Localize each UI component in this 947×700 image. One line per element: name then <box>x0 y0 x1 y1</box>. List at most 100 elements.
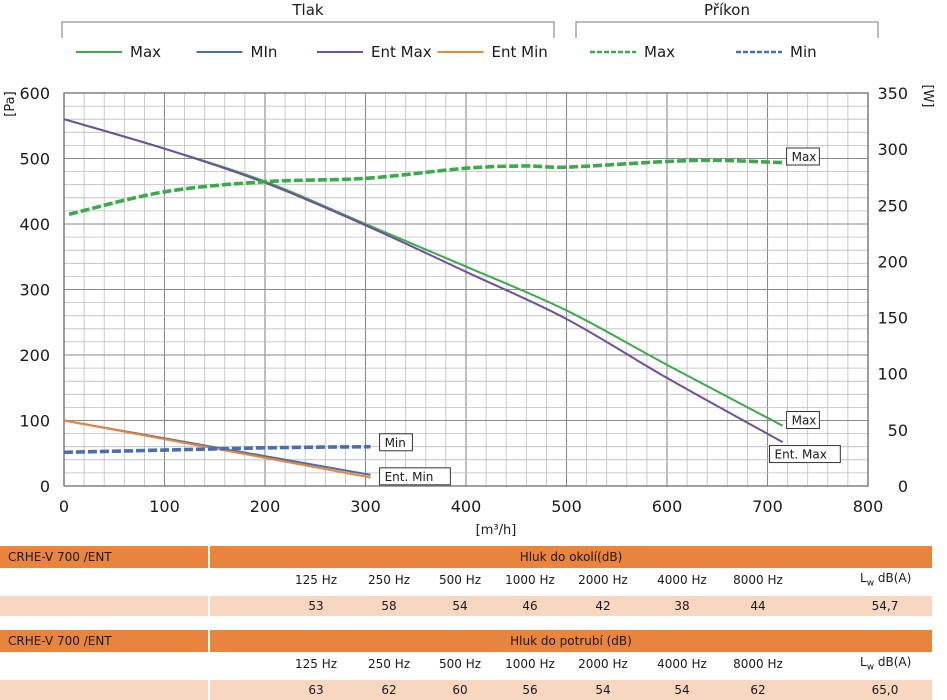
lw-unit: dB(A) <box>874 571 912 585</box>
annotation-box <box>769 445 841 464</box>
frequency-label: 500 Hz <box>438 657 482 671</box>
annotation-label: Max <box>792 414 817 428</box>
x-tick-label: 600 <box>652 497 683 516</box>
table-header-row: CRHE-V 700 /ENT Hluk do okolí(dB) <box>0 546 932 568</box>
model-name: CRHE-V 700 /ENT <box>8 550 112 564</box>
y-right-tick-label: 150 <box>877 309 908 328</box>
y-right-tick-label: 350 <box>877 84 908 103</box>
y-right-tick-label: 300 <box>877 140 908 159</box>
y-left-tick-label: 400 <box>19 215 50 234</box>
legend-entry: Ent Min <box>492 43 548 61</box>
chart-grid <box>63 92 869 487</box>
annotation-box <box>379 467 451 486</box>
y-left-tick-label: 600 <box>19 84 50 103</box>
noise-value: 63 <box>308 683 324 697</box>
chart-axes: 0 100 200 300 400 500 600 700 800010020030040050… <box>3 84 935 538</box>
lw-subscript: w <box>866 662 875 673</box>
y-left-tick-label: 0 <box>40 477 50 496</box>
noise-value: 56 <box>522 683 538 697</box>
noise-value: 62 <box>750 683 766 697</box>
x-tick-label: 100 <box>149 497 180 516</box>
noise-value: 44 <box>750 599 766 613</box>
legend-entry: Ent Max <box>371 43 432 61</box>
noise-value: 53 <box>308 599 324 613</box>
frequency-label: 125 Hz <box>294 657 338 671</box>
annotation-box <box>786 411 820 429</box>
annotation-label: Min <box>385 436 406 450</box>
series-tlak-max <box>63 118 784 427</box>
series-tlak-ent-max <box>63 118 784 443</box>
chart-annotations: Max Max Ent. Max Min Ent. Min <box>379 147 841 486</box>
lw-subscript: w <box>866 578 875 589</box>
frequency-row: 125 Hz 250 Hz 500 Hz 1000 Hz 2000 Hz 4000 Hz 8… <box>0 654 932 674</box>
values-row: 53 58 54 46 42 38 44 54,7 <box>0 596 932 616</box>
legend: Tlak Max MIn Ent Max Ent Min Příkon Max Min <box>61 1 879 61</box>
noise-value: 60 <box>452 683 468 697</box>
x-tick-label: 700 <box>752 497 783 516</box>
frequency-label: 1000 Hz <box>505 573 555 587</box>
legend-group-title: Tlak <box>291 1 324 19</box>
annotation-box <box>786 147 820 166</box>
frequency-label: 1000 Hz <box>505 657 555 671</box>
frequency-label: 250 Hz <box>367 573 411 587</box>
noise-value: 54 <box>452 599 468 613</box>
x-tick-label: 800 <box>853 497 884 516</box>
annotation-box <box>379 433 413 452</box>
y-left-tick-label: 300 <box>19 281 50 300</box>
lw-unit: dB(A) <box>874 655 912 669</box>
legend-group-frame <box>61 21 555 38</box>
column-separator <box>208 596 210 616</box>
y-right-tick-label: 250 <box>877 196 908 215</box>
x-tick-label: 0 <box>59 497 69 516</box>
lw-symbol: L <box>860 571 867 585</box>
legend-group-frame <box>575 21 879 38</box>
column-separator <box>208 546 210 568</box>
legend-entry: Max <box>130 43 161 61</box>
lw-label: Lw dB(A) <box>860 655 911 672</box>
frequency-row: 125 Hz 250 Hz 500 Hz 1000 Hz 2000 Hz 4000 Hz 8… <box>0 570 932 590</box>
y-right-tick-label: 50 <box>888 421 908 440</box>
table-header-row: CRHE-V 700 /ENT Hluk do potrubí (dB) <box>0 630 932 652</box>
legend-entry: Min <box>790 43 817 61</box>
y-right-tick-label: 200 <box>877 252 908 271</box>
frequency-label: 250 Hz <box>367 657 411 671</box>
column-separator <box>208 680 210 700</box>
y-left-tick-label: 500 <box>19 150 50 169</box>
x-tick-label: 400 <box>451 497 482 516</box>
model-name: CRHE-V 700 /ENT <box>8 634 112 648</box>
series-tlak-ent-min <box>63 419 371 479</box>
annotation-label: Max <box>792 150 817 164</box>
table-title: Hluk do potrubí (dB) <box>510 634 632 648</box>
lw-value: 65,0 <box>871 683 899 697</box>
y-right-axis-label: [W] <box>920 85 935 108</box>
series-pkon-min <box>63 444 371 455</box>
lw-value: 54,7 <box>871 599 899 613</box>
plot-frame <box>63 92 869 487</box>
x-tick-label: 300 <box>350 497 381 516</box>
frequency-label: 4000 Hz <box>657 573 707 587</box>
column-separator <box>208 630 210 652</box>
chart-series <box>63 118 784 479</box>
frequency-label: 500 Hz <box>438 573 482 587</box>
noise-value: 62 <box>381 683 397 697</box>
table-title: Hluk do okolí(dB) <box>519 550 623 564</box>
legend-group-title: Příkon <box>704 1 750 19</box>
x-axis-label: [m³/h] <box>476 523 517 538</box>
annotation-label: Ent. Max <box>775 448 827 462</box>
frequency-label: 2000 Hz <box>578 657 628 671</box>
y-right-tick-label: 0 <box>898 477 908 496</box>
lw-label: Lw dB(A) <box>860 571 911 588</box>
noise-value: 38 <box>674 599 690 613</box>
frequency-label: 125 Hz <box>294 573 338 587</box>
noise-value: 46 <box>522 599 538 613</box>
x-tick-label: 500 <box>551 497 582 516</box>
legend-entry: MIn <box>251 43 278 61</box>
frequency-label: 8000 Hz <box>733 657 783 671</box>
frequency-label: 8000 Hz <box>733 573 783 587</box>
series-pkon-max <box>68 158 783 217</box>
lw-symbol: L <box>860 655 867 669</box>
annotation-label: Ent. Min <box>385 470 434 484</box>
y-right-tick-label: 100 <box>877 365 908 384</box>
values-row: 63 62 60 56 54 54 62 65,0 <box>0 680 932 700</box>
fan-performance-chart: Tlak Max MIn Ent Max Ent Min Příkon Max Min 0 10… <box>3 1 935 538</box>
